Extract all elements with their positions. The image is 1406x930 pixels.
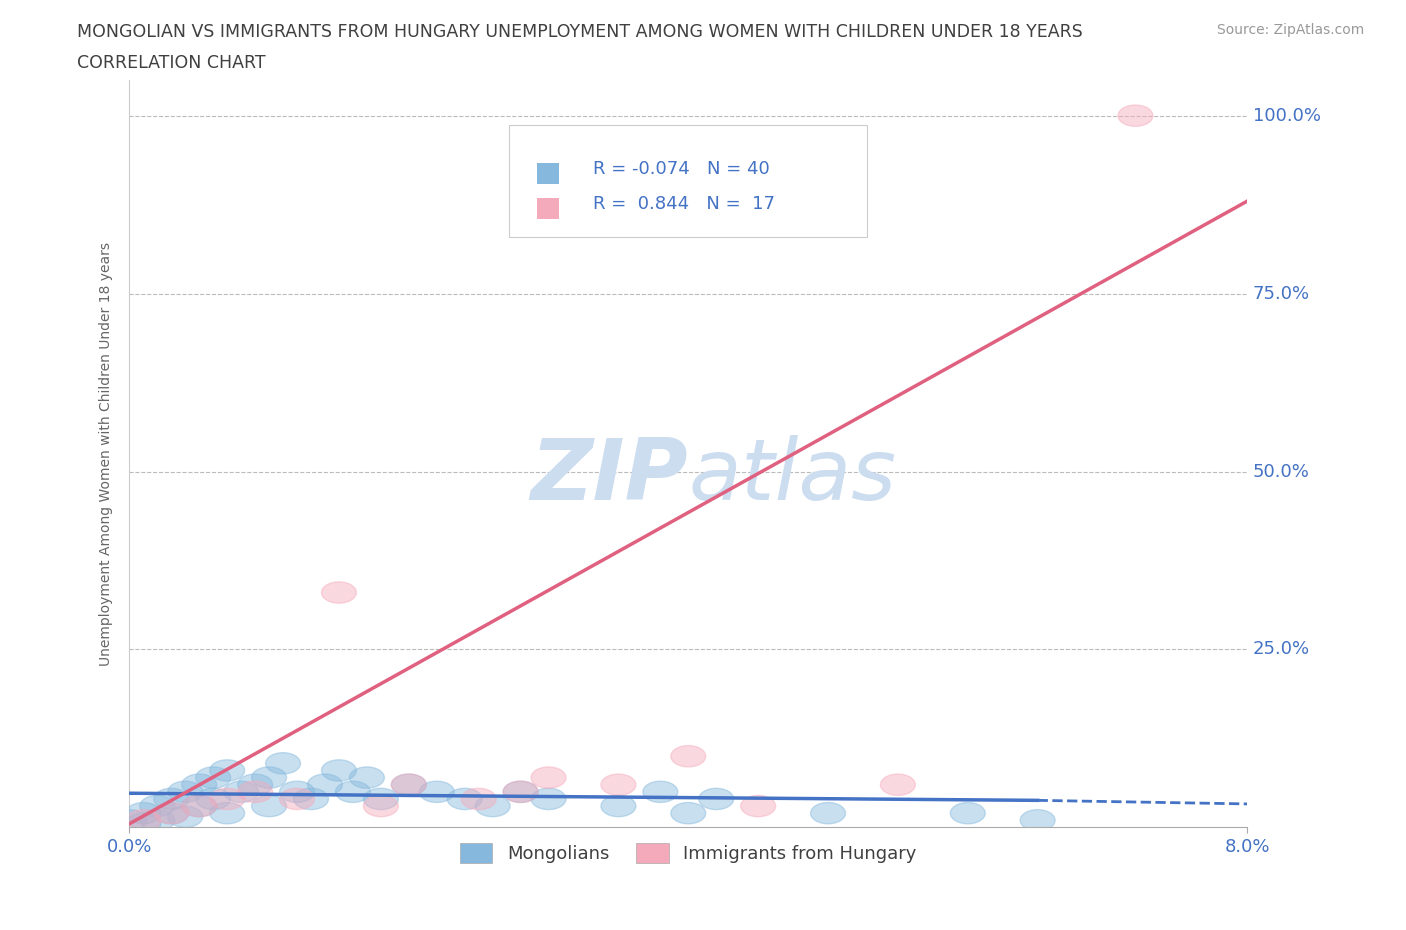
Ellipse shape [363, 789, 398, 810]
Text: 75.0%: 75.0% [1253, 285, 1310, 302]
Ellipse shape [209, 789, 245, 810]
Text: 25.0%: 25.0% [1253, 641, 1310, 658]
Ellipse shape [266, 752, 301, 774]
Y-axis label: Unemployment Among Women with Children Under 18 years: Unemployment Among Women with Children U… [100, 242, 114, 666]
Ellipse shape [699, 789, 734, 810]
Ellipse shape [308, 774, 343, 795]
Ellipse shape [461, 789, 496, 810]
Ellipse shape [112, 810, 146, 831]
Ellipse shape [447, 789, 482, 810]
FancyBboxPatch shape [509, 125, 868, 237]
Text: ZIP: ZIP [530, 434, 689, 518]
Ellipse shape [252, 767, 287, 789]
Ellipse shape [280, 781, 315, 803]
Ellipse shape [391, 774, 426, 795]
Ellipse shape [811, 803, 845, 824]
Text: 100.0%: 100.0% [1253, 107, 1320, 125]
Ellipse shape [419, 781, 454, 803]
Ellipse shape [238, 774, 273, 795]
Ellipse shape [322, 760, 356, 781]
Ellipse shape [209, 803, 245, 824]
Ellipse shape [209, 760, 245, 781]
Ellipse shape [139, 810, 174, 831]
Text: R =  0.844   N =  17: R = 0.844 N = 17 [593, 195, 775, 213]
Ellipse shape [181, 795, 217, 817]
Ellipse shape [153, 803, 188, 824]
Ellipse shape [294, 789, 329, 810]
Ellipse shape [127, 803, 160, 824]
Text: R = -0.074   N = 40: R = -0.074 N = 40 [593, 160, 770, 179]
Ellipse shape [600, 795, 636, 817]
Ellipse shape [252, 795, 287, 817]
FancyBboxPatch shape [537, 163, 560, 184]
Ellipse shape [127, 810, 160, 831]
Ellipse shape [181, 774, 217, 795]
Ellipse shape [475, 795, 510, 817]
Ellipse shape [950, 803, 986, 824]
Ellipse shape [1118, 105, 1153, 126]
Ellipse shape [503, 781, 538, 803]
Ellipse shape [531, 789, 567, 810]
Ellipse shape [153, 803, 188, 824]
Ellipse shape [1021, 810, 1054, 831]
Ellipse shape [503, 781, 538, 803]
Ellipse shape [181, 795, 217, 817]
Ellipse shape [224, 781, 259, 803]
Ellipse shape [195, 789, 231, 810]
Text: CORRELATION CHART: CORRELATION CHART [77, 54, 266, 72]
Ellipse shape [153, 789, 188, 810]
Ellipse shape [880, 774, 915, 795]
Ellipse shape [280, 789, 315, 810]
Text: atlas: atlas [689, 434, 896, 518]
Ellipse shape [643, 781, 678, 803]
Ellipse shape [322, 582, 356, 604]
Legend: Mongolians, Immigrants from Hungary: Mongolians, Immigrants from Hungary [453, 835, 924, 870]
Ellipse shape [671, 746, 706, 767]
Ellipse shape [238, 781, 273, 803]
Ellipse shape [741, 795, 776, 817]
Ellipse shape [600, 774, 636, 795]
Ellipse shape [350, 767, 384, 789]
Ellipse shape [167, 781, 202, 803]
Ellipse shape [391, 774, 426, 795]
Ellipse shape [671, 803, 706, 824]
Ellipse shape [336, 781, 370, 803]
Ellipse shape [363, 795, 398, 817]
Ellipse shape [139, 795, 174, 817]
Text: Source: ZipAtlas.com: Source: ZipAtlas.com [1216, 23, 1364, 37]
Ellipse shape [127, 813, 160, 834]
Text: 50.0%: 50.0% [1253, 462, 1310, 481]
Ellipse shape [195, 767, 231, 789]
Text: MONGOLIAN VS IMMIGRANTS FROM HUNGARY UNEMPLOYMENT AMONG WOMEN WITH CHILDREN UNDE: MONGOLIAN VS IMMIGRANTS FROM HUNGARY UNE… [77, 23, 1083, 41]
Ellipse shape [531, 767, 567, 789]
Ellipse shape [167, 806, 202, 828]
FancyBboxPatch shape [537, 198, 560, 219]
